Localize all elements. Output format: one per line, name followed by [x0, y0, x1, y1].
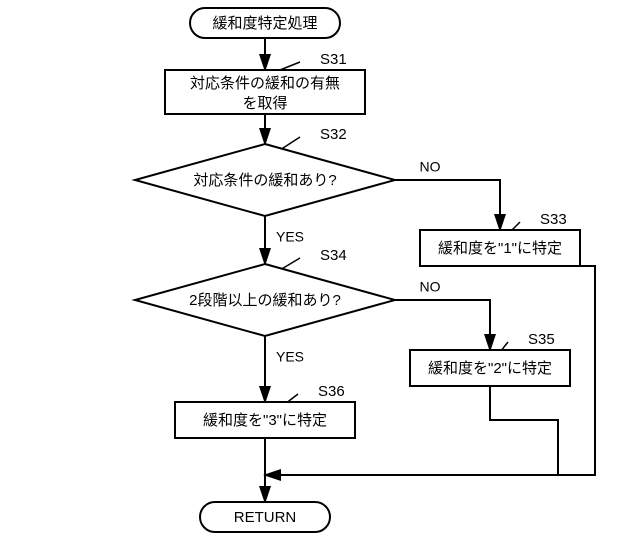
svg-text:を取得: を取得: [242, 95, 287, 112]
svg-text:緩和度を"3"に特定: 緩和度を"3"に特定: [203, 412, 327, 429]
edge-label: YES: [276, 349, 304, 365]
edge-label: NO: [420, 279, 441, 295]
edge: [395, 180, 500, 230]
svg-text:緩和度特定処理: 緩和度特定処理: [212, 15, 317, 32]
edge-label: YES: [276, 229, 304, 245]
svg-text:対応条件の緩和あり?: 対応条件の緩和あり?: [193, 172, 336, 189]
svg-text:緩和度を"1"に特定: 緩和度を"1"に特定: [438, 240, 562, 257]
edge: [395, 300, 490, 350]
node-start: 緩和度特定処理: [190, 8, 340, 38]
step-label: S32: [320, 126, 347, 143]
nodes-layer: 緩和度特定処理対応条件の緩和の有無を取得 S31 対応条件の緩和あり? S32 緩和度を…: [135, 8, 580, 532]
step-label: S36: [318, 383, 345, 400]
svg-text:対応条件の緩和の有無: 対応条件の緩和の有無: [190, 75, 340, 92]
step-label: S31: [320, 51, 347, 68]
step-label: S34: [320, 247, 347, 264]
edge-label: NO: [420, 159, 441, 175]
step-label: S33: [540, 211, 567, 228]
svg-text:緩和度を"2"に特定: 緩和度を"2"に特定: [428, 360, 552, 377]
svg-text:2段階以上の緩和あり?: 2段階以上の緩和あり?: [189, 292, 341, 309]
svg-text:RETURN: RETURN: [234, 509, 297, 526]
step-label: S35: [528, 331, 555, 348]
node-return: RETURN: [200, 502, 330, 532]
